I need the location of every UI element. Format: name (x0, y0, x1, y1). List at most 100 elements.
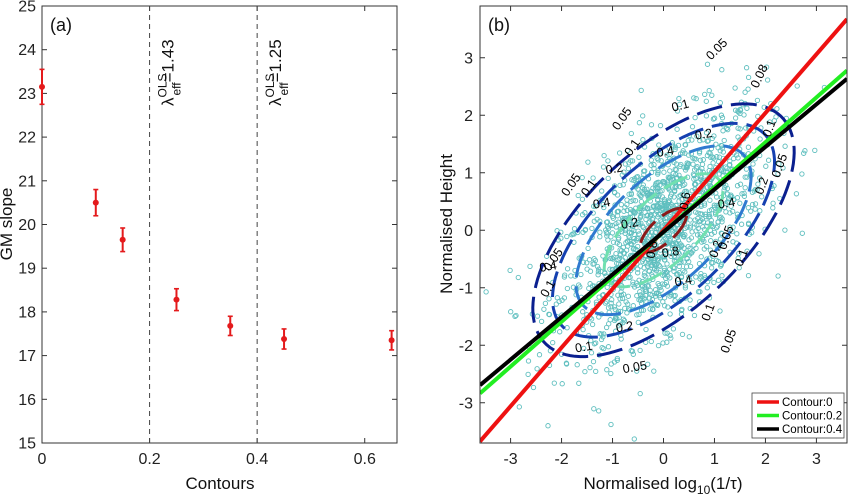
y-tick-label: 2 (464, 108, 473, 125)
scatter-point (689, 279, 696, 286)
scatter-point (602, 300, 609, 306)
scatter-point (624, 238, 631, 244)
scatter-point (648, 122, 655, 128)
scatter-point (658, 287, 664, 293)
scatter-point (669, 246, 676, 252)
scatter-point (719, 216, 725, 222)
scatter-point (676, 269, 682, 276)
scatter-point (564, 285, 571, 292)
y-tick-label: -2 (459, 338, 473, 355)
scatter-point (645, 256, 651, 262)
scatter-point (683, 264, 690, 270)
scatter-point (658, 158, 664, 164)
scatter-point (672, 144, 679, 150)
scatter-point (765, 157, 772, 163)
scatter-point (661, 254, 668, 260)
scatter-point (745, 144, 752, 150)
scatter-point (707, 163, 713, 170)
data-point (388, 329, 395, 351)
point-marker (388, 337, 395, 344)
legend-entry: Contour:0.2 (757, 411, 842, 423)
scatter-point (754, 97, 761, 104)
scatter-point (622, 255, 628, 261)
y-tick-label: 3 (464, 50, 473, 67)
scatter-point (655, 157, 661, 163)
y-tick-label: 19 (18, 261, 36, 278)
scatter-point (672, 298, 678, 304)
scatter-point (655, 214, 661, 220)
threshold-label-symbol: λ (159, 97, 178, 106)
scatter-point (745, 272, 752, 279)
scatter-point (626, 191, 632, 197)
scatter-point (676, 95, 682, 102)
scatter-point (678, 307, 685, 314)
scatter-point (725, 196, 732, 202)
legend-entry: Contour:0.4 (757, 424, 843, 436)
scatter-point (678, 273, 685, 280)
scatter-point (601, 331, 607, 337)
scatter-point (679, 191, 686, 197)
scatter-point (620, 250, 627, 256)
x-tick-label: 0.4 (246, 451, 268, 468)
point-marker (92, 199, 99, 206)
scatter-point (730, 224, 736, 230)
scatter-point (703, 113, 710, 119)
scatter-point (719, 273, 725, 279)
scatter-point (640, 256, 646, 262)
scatter-point (633, 237, 640, 243)
scatter-point (589, 225, 595, 232)
scatter-point (730, 239, 736, 245)
scatter-point (702, 211, 709, 217)
scatter-point (659, 194, 666, 200)
scatter-point (655, 196, 661, 202)
scatter-point (622, 230, 628, 236)
scatter-point (662, 281, 668, 288)
scatter-point (710, 260, 716, 266)
scatter-point (684, 164, 690, 171)
scatter-point (564, 266, 571, 272)
scatter-point (650, 204, 657, 210)
scatter-point (610, 239, 617, 245)
scatter-point (635, 219, 642, 225)
scatter-point (660, 340, 666, 346)
scatter-point (700, 219, 707, 225)
scatter-point (662, 206, 668, 212)
scatter-point (611, 304, 618, 310)
scatter-point (694, 133, 700, 139)
scatter-point (641, 171, 647, 178)
scatter-point (711, 229, 718, 236)
scatter-point (589, 321, 596, 328)
scatter-point (587, 364, 593, 371)
scatter-point (605, 344, 612, 350)
scatter-point (711, 204, 718, 210)
contour-label: 0.4 (717, 195, 737, 212)
scatter-point (563, 360, 570, 366)
legend-label: Contour:0.4 (782, 424, 843, 436)
scatter-point (654, 290, 660, 296)
scatter-point (731, 197, 737, 203)
scatter-point (710, 116, 717, 122)
scatter-point (608, 304, 614, 310)
scatter-point (711, 202, 717, 208)
scatter-point (557, 329, 563, 335)
scatter-point (681, 245, 687, 251)
scatter-point (579, 196, 586, 202)
scatter-point (626, 274, 632, 281)
scatter-point (689, 137, 695, 143)
scatter-point (621, 169, 627, 175)
scatter-point (638, 87, 644, 94)
x-tick-label: 0 (38, 451, 47, 468)
scatter-point (512, 313, 518, 320)
scatter-point (674, 246, 681, 252)
scatter-point (702, 91, 708, 98)
scatter-point (574, 362, 580, 368)
scatter-point (659, 188, 665, 194)
data-point (227, 315, 234, 337)
scatter-point (625, 306, 632, 312)
data-point (39, 68, 45, 106)
x-tick-label: 0 (659, 451, 668, 468)
scatter-point (662, 303, 668, 309)
scatter-point (648, 157, 654, 163)
scatter-point (732, 107, 739, 113)
scatter-point (651, 266, 658, 272)
